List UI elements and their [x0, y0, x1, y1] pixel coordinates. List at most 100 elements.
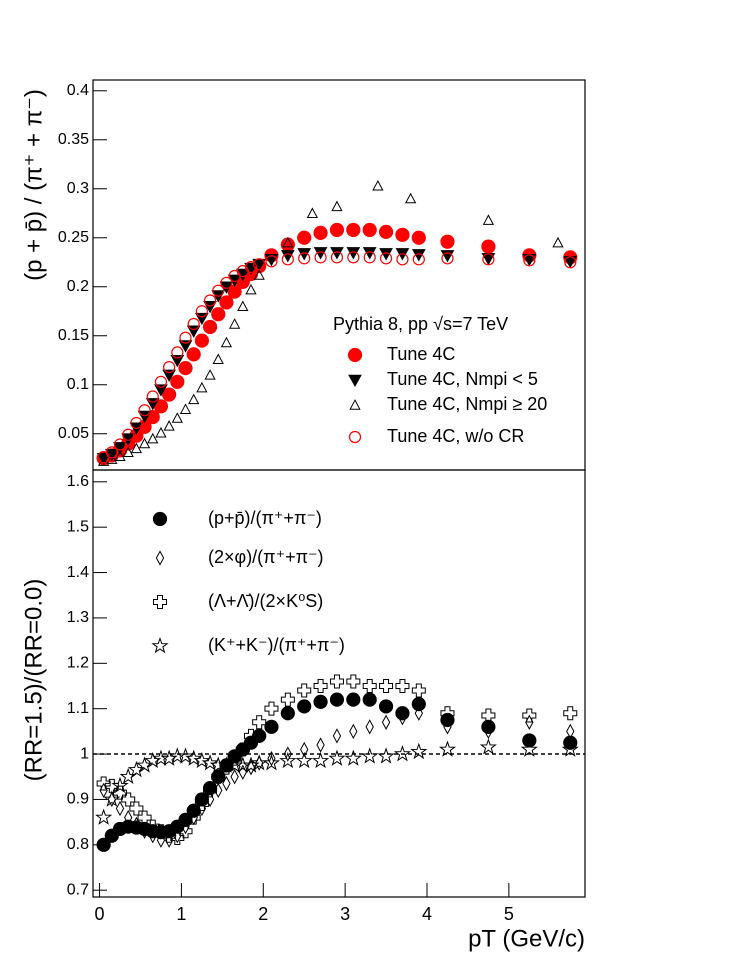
data-point — [297, 699, 312, 714]
data-point — [188, 393, 200, 405]
legend-marker — [348, 430, 362, 444]
data-point — [178, 340, 193, 353]
data-point — [377, 747, 395, 764]
data-point — [220, 336, 233, 348]
data-point — [362, 679, 377, 693]
data-point — [346, 692, 361, 707]
data-point — [122, 446, 134, 458]
data-point — [481, 239, 496, 254]
data-point — [264, 719, 279, 734]
data-point — [281, 253, 294, 266]
data-point — [170, 354, 185, 368]
legend-marker — [152, 511, 168, 527]
data-point — [162, 369, 176, 382]
data-point — [193, 751, 211, 769]
data-point — [564, 256, 577, 269]
data-point — [393, 745, 412, 762]
data-point — [481, 708, 496, 723]
data-point — [212, 353, 224, 364]
data-point — [130, 416, 143, 430]
data-point — [438, 740, 457, 757]
y-tick-label: 0.35 — [58, 131, 89, 148]
data-point — [171, 346, 184, 359]
data-point — [363, 251, 376, 264]
data-point — [154, 384, 168, 397]
data-point — [154, 375, 168, 388]
data-point — [244, 728, 258, 743]
data-point — [414, 705, 423, 721]
data-point — [212, 284, 225, 297]
data-point — [313, 225, 328, 240]
data-point — [411, 697, 426, 712]
x-tick-label: 3 — [340, 904, 350, 924]
data-point — [561, 740, 579, 757]
data-point — [185, 749, 203, 766]
legend-label: (2×φ)/(π⁺+π⁻) — [208, 547, 324, 567]
legend-label: (K⁺+K⁻)/(π⁺+π⁻) — [208, 635, 345, 655]
data-point — [306, 207, 319, 218]
data-point — [295, 751, 313, 769]
data-point — [115, 800, 125, 817]
data-point — [365, 719, 374, 735]
y-tick-label: 0.7 — [67, 881, 89, 898]
data-point — [398, 710, 407, 726]
data-point — [379, 252, 393, 265]
y-tick-label: 0.4 — [67, 82, 89, 99]
data-point — [440, 250, 455, 263]
data-point — [344, 749, 362, 766]
legend-label: Tune 4C, w/o CR — [387, 426, 524, 446]
data-point — [219, 295, 234, 310]
data-point — [98, 455, 110, 466]
data-point — [124, 809, 133, 826]
data-point — [160, 749, 178, 766]
x-tick-label: 4 — [422, 904, 432, 924]
data-point — [313, 694, 328, 709]
data-point — [235, 742, 250, 757]
x-tick-label: 5 — [504, 904, 514, 924]
data-point — [280, 250, 295, 263]
data-point — [441, 252, 454, 265]
data-point — [96, 776, 111, 791]
data-point — [242, 756, 260, 773]
data-point — [105, 446, 118, 459]
data-point — [346, 674, 361, 689]
data-point — [245, 283, 257, 295]
data-point — [362, 222, 377, 238]
data-point — [252, 728, 267, 744]
data-point — [280, 692, 295, 707]
data-point — [162, 828, 177, 843]
y-tick-label: 0.3 — [67, 180, 89, 197]
data-point — [361, 747, 379, 764]
data-point — [381, 714, 391, 730]
y-tick-label: 1 — [80, 745, 89, 762]
data-point — [211, 307, 226, 322]
data-point — [404, 192, 417, 204]
data-point — [238, 764, 247, 780]
legend-label: Tune 4C, Nmpi ≥ 20 — [387, 394, 547, 414]
data-point — [178, 824, 193, 839]
data-point — [186, 810, 201, 825]
data-point — [129, 801, 144, 816]
data-point — [155, 426, 167, 438]
data-point — [316, 737, 325, 753]
data-point — [201, 754, 219, 771]
data-point — [163, 420, 175, 431]
data-point — [395, 706, 410, 721]
data-point — [566, 723, 575, 740]
data-point — [267, 750, 276, 767]
data-point — [138, 404, 151, 417]
data-point — [372, 179, 384, 191]
data-point — [297, 683, 312, 698]
data-point — [378, 699, 394, 714]
data-point — [179, 331, 192, 344]
data-point — [230, 769, 239, 785]
data-point — [283, 746, 293, 762]
data-point — [262, 754, 281, 771]
data-point — [411, 230, 426, 245]
data-point — [300, 741, 309, 758]
legend-label: Tune 4C, Nmpi < 5 — [387, 369, 538, 389]
legend-label: Tune 4C — [387, 344, 455, 364]
data-point — [135, 756, 154, 773]
data-point — [443, 719, 452, 735]
data-point — [114, 450, 126, 461]
